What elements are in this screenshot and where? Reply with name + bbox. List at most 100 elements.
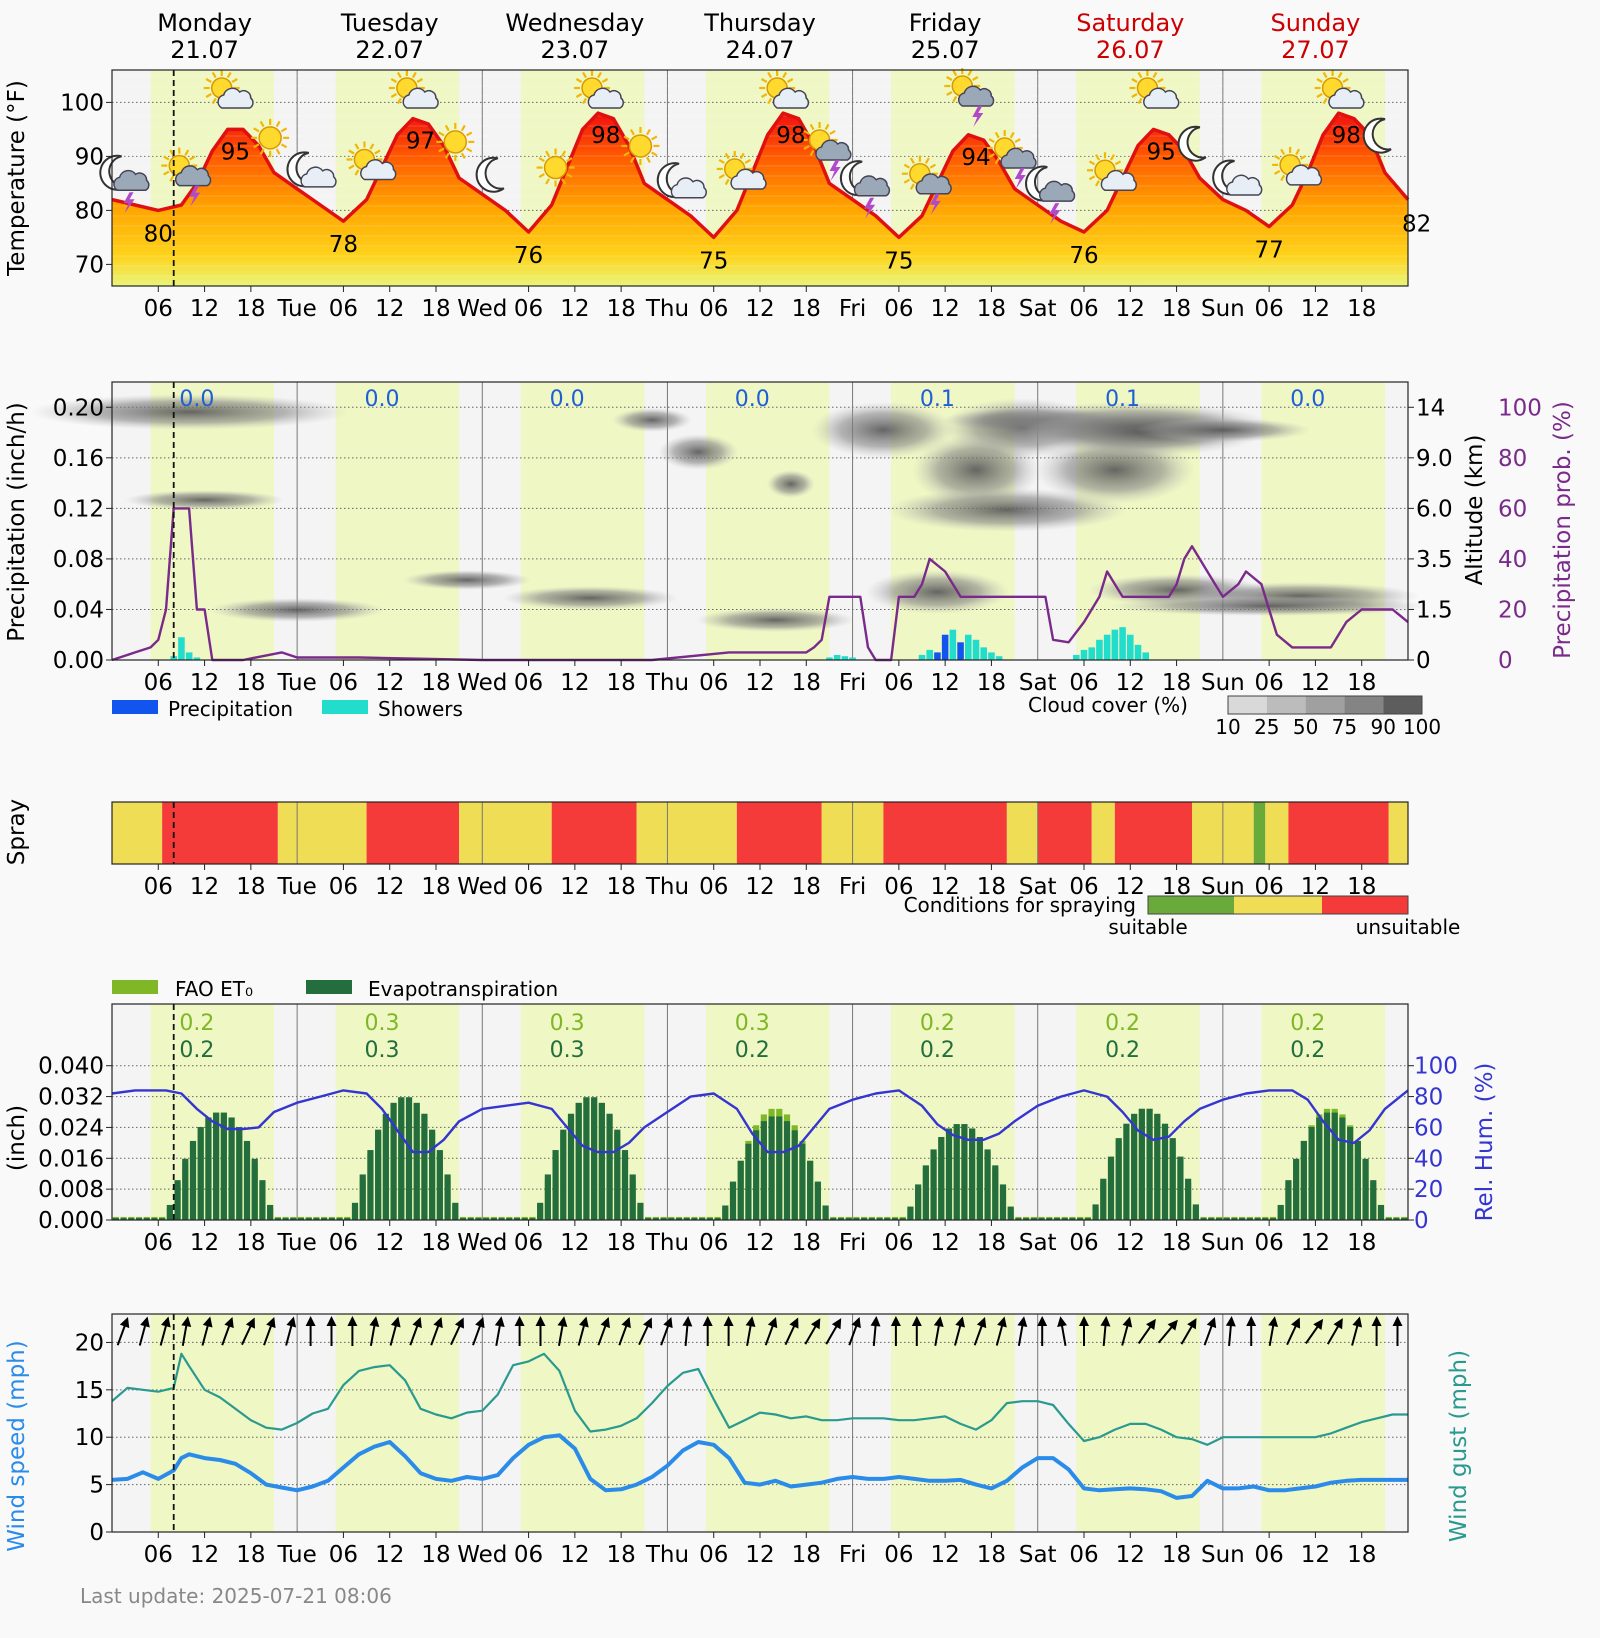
x-tick-label: 18 [421,874,450,900]
evapotranspiration-bar [745,1143,752,1220]
evapotranspiration-bar [884,1218,891,1220]
evapotranspiration-bar [413,1102,420,1220]
sun-ray [767,97,773,105]
cloud-cover-blob [811,402,956,458]
wind-direction-arrow [116,1316,130,1346]
wind-direction-arrow [804,1318,821,1345]
evapotranspiration-bar [637,1202,644,1220]
temp-min-label: 76 [1069,243,1098,269]
cloud-shape [1226,174,1263,196]
wind-direction-arrow [347,1316,358,1346]
spray-segment-mixed [277,802,367,864]
x-tick-label: 18 [236,874,265,900]
weather-moon-cloud-icon [1212,159,1263,196]
spray-segment-unsuitable [736,802,822,864]
daily-fao-total: 0.2 [179,1011,214,1036]
x-tick-label: 06 [329,1542,358,1568]
y-tick-label: 0.008 [38,1177,104,1203]
daily-et-total: 0.2 [1290,1038,1325,1063]
y-tick-label: 10 [75,1425,104,1451]
arrow-head [1079,1316,1089,1326]
temp-min-label: 75 [699,248,728,274]
cloud-shape [1100,169,1137,192]
y-tick-label: 0.040 [38,1054,104,1080]
evapotranspiration-panel: 0.2 0.3 0.3 0.3 0.2 0.2 0.20.2 0.3 0.3 0.2 0.2 0.2 0… [38,1003,1458,1256]
humidity-tick-label: 20 [1414,1177,1443,1203]
sun-ray [280,143,288,149]
sun-ray [545,178,551,185]
weather-sun-storm-icon [801,121,852,181]
arrow-head [789,1317,799,1329]
x-tick-label: 18 [977,670,1006,696]
arrow-head [557,1316,568,1327]
evapotranspiration-bar [459,1218,467,1220]
probability-tick-label: 60 [1498,496,1527,522]
evapotranspiration-bar [189,1140,197,1220]
last-update: Last update: 2025-07-21 08:06 [80,1584,392,1608]
evapotranspiration-bar [1169,1138,1176,1220]
legend-fao-label: FAO ET₀ [175,977,253,1001]
wind-speed-line [111,1433,1408,1500]
evapotranspiration-bar [1254,1218,1261,1220]
arrow-head [412,1316,422,1329]
x-tick-label: 06 [144,670,173,696]
sun-ray [348,149,355,155]
evapotranspiration-bar [706,1218,713,1220]
evapotranspiration-bar [1316,1117,1323,1220]
evapotranspiration-bar [645,1218,652,1220]
arrow-head [140,1316,150,1328]
y-tick-label: 5 [89,1473,104,1499]
evapotranspiration-bar [305,1218,312,1220]
evapotranspiration-bar [1331,1112,1338,1220]
wind-direction-arrow [450,1317,464,1346]
sun-ray [1152,71,1158,79]
evapotranspiration-bar [1077,1218,1084,1220]
x-tick-label: 06 [1255,1230,1284,1256]
evapotranspiration-bar [899,1218,906,1220]
sun-ray [645,156,651,163]
evapotranspiration-bar [120,1218,127,1220]
spray-segment-mixed [112,802,163,864]
spray-legend-title: Conditions for spraying [904,893,1136,917]
sun-ray [1280,148,1286,156]
sun-ray [253,127,260,133]
x-day-label: Wed [457,1230,507,1256]
evapotranspiration-bar [760,1121,767,1220]
arrow-head [767,1316,778,1329]
shower-bar [918,654,926,660]
evapotranspiration-bar [930,1149,937,1220]
wind-direction-arrow [138,1316,150,1346]
x-day-label: Sat [1019,670,1057,696]
x-tick-label: 06 [884,1230,913,1256]
daily-precip-total: 0.1 [920,387,955,412]
cloud-legend-tick: 25 [1254,715,1279,739]
evapotranspiration-bar [444,1174,451,1220]
cloud-shape [670,177,707,199]
cloud-shape [915,173,952,195]
altitude-tick-label: 6.0 [1416,496,1453,522]
x-tick-label: 18 [607,670,636,696]
wind-direction-arrow [848,1316,861,1346]
sun-ray [438,147,445,153]
arrow-head [723,1316,734,1326]
arrow-head [286,1316,297,1328]
evapotranspiration-bar [1401,1218,1408,1220]
x-tick-label: 06 [884,874,913,900]
sun-ray [1088,175,1096,181]
evapotranspiration-bar [1069,1218,1076,1220]
evapotranspiration-bar [560,1129,567,1220]
shower-bar [1096,639,1103,660]
spray-segment-mixed [1265,802,1289,864]
evapotranspiration-bar [1123,1123,1130,1220]
sun-ray [929,163,936,169]
wind-direction-arrow [369,1316,380,1346]
x-tick-label: 18 [792,296,821,322]
wind-direction-arrow [535,1316,546,1346]
evapotranspiration-bar [1208,1218,1215,1220]
evapotranspiration-bar [359,1174,366,1220]
wind-direction-arrow [389,1316,401,1346]
x-day-label: Sat [1019,1230,1057,1256]
weather-sun-cloud-icon [716,150,767,190]
spray-axis-label: Spray [4,799,30,865]
y-tick-label: 70 [75,252,104,278]
